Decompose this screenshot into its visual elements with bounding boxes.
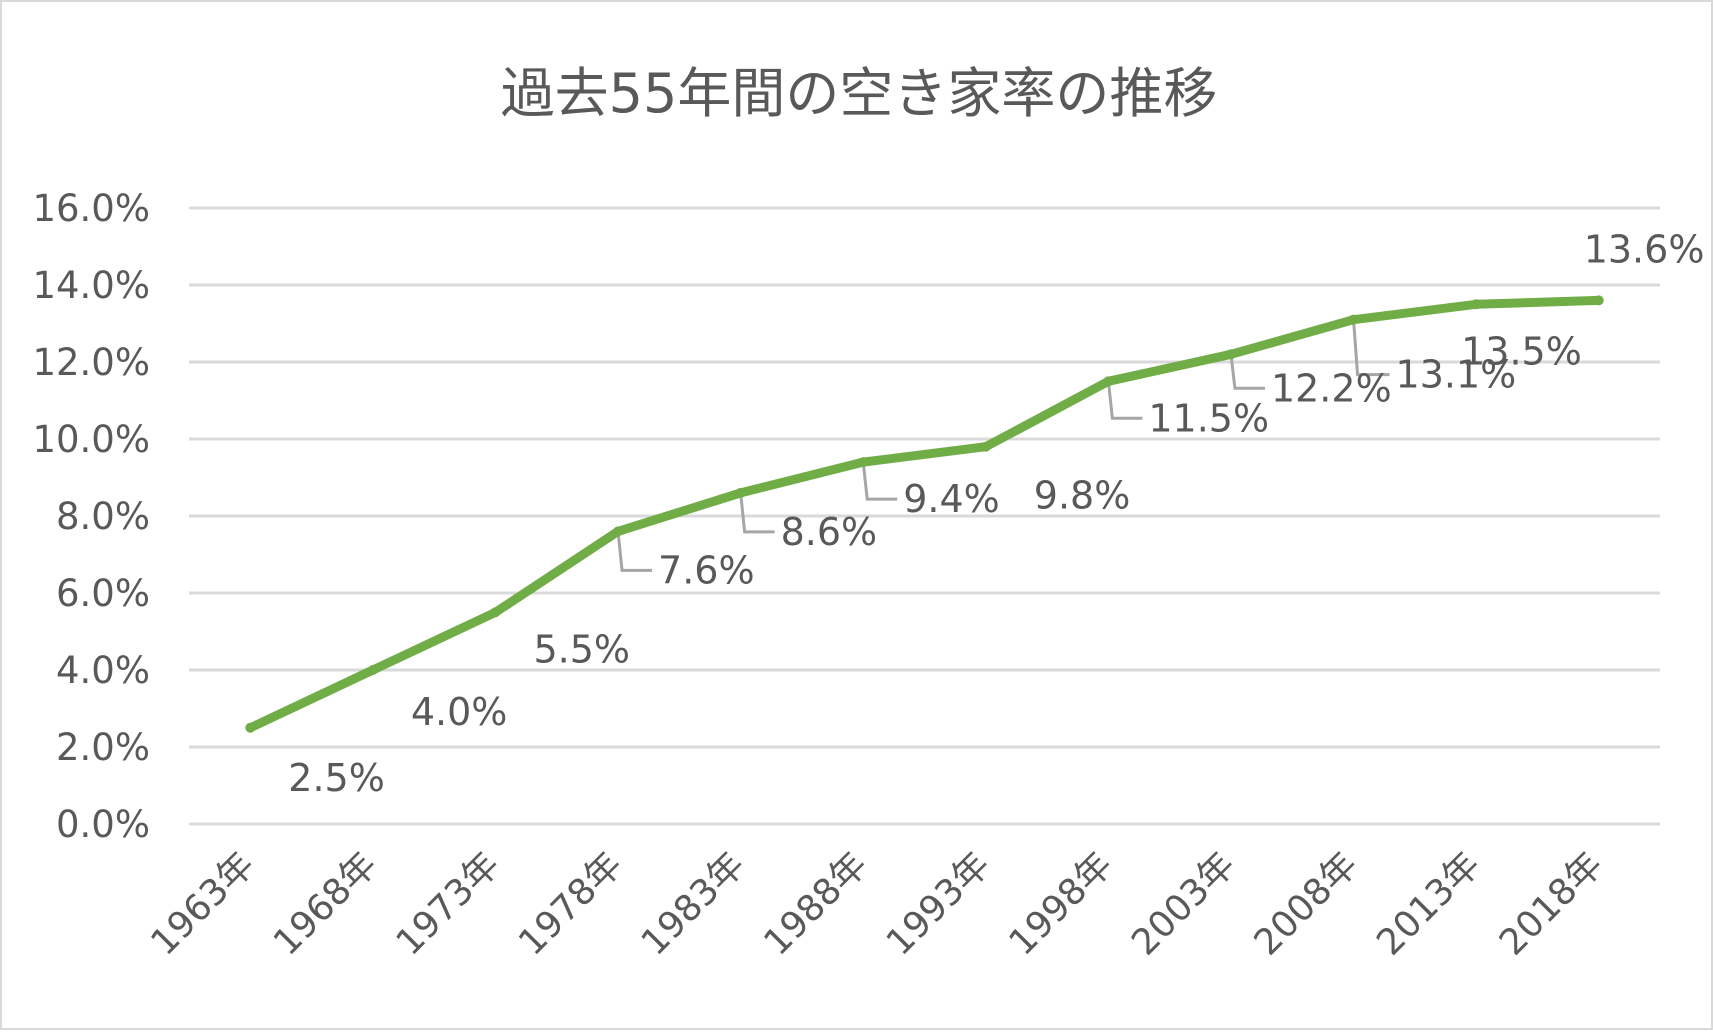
data-point bbox=[1593, 295, 1604, 306]
leader-line bbox=[861, 461, 898, 501]
data-point bbox=[735, 487, 746, 498]
data-point bbox=[367, 665, 378, 675]
y-tick-label: 0.0% bbox=[56, 803, 150, 846]
chart-title: 過去55年間の空き家率の推移 bbox=[501, 62, 1218, 125]
data-label: 5.5% bbox=[533, 627, 630, 671]
x-tick-label: 1998年 bbox=[1002, 844, 1121, 963]
y-tick-label: 6.0% bbox=[56, 572, 150, 615]
data-label: 2.5% bbox=[288, 756, 385, 800]
data-point bbox=[490, 607, 501, 618]
data-label: 13.5% bbox=[1461, 329, 1582, 373]
data-point bbox=[1225, 349, 1236, 360]
x-axis-tick-labels: 1963年 1968年 1973年 1978年 1983年 1988年 1993年 1998年… bbox=[143, 844, 1611, 963]
data-label: 7.6% bbox=[658, 548, 755, 592]
x-tick-label: 2013年 bbox=[1369, 844, 1488, 963]
data-label: 13.1% bbox=[1396, 353, 1517, 397]
data-label: 13.6% bbox=[1584, 227, 1705, 271]
y-tick-label: 10.0% bbox=[32, 418, 150, 461]
leader-line bbox=[739, 492, 775, 534]
data-point bbox=[1348, 314, 1359, 325]
leader-line bbox=[1352, 319, 1390, 377]
data-point bbox=[1471, 299, 1482, 310]
x-tick-label: 1983年 bbox=[634, 844, 753, 963]
data-labels: 2.5%4.0%5.5%7.6%8.6%9.4% 9.8%11.5%12.2% 13… bbox=[288, 227, 1704, 799]
x-tick-label: 1993年 bbox=[879, 844, 998, 963]
x-tick-label: 1963年 bbox=[143, 844, 262, 963]
data-point bbox=[858, 457, 869, 468]
leader-line bbox=[1229, 354, 1265, 390]
y-axis-tick-labels: 0.0% 2.0% 4.0% 6.0% 8.0% 10.0% 12.0% 14.0% 16.0% bbox=[32, 187, 150, 846]
data-point bbox=[245, 722, 256, 733]
y-tick-label: 4.0% bbox=[56, 649, 150, 692]
x-tick-label: 1973年 bbox=[389, 844, 508, 963]
leader-line bbox=[616, 531, 653, 572]
data-label: 8.6% bbox=[781, 510, 878, 554]
data-point bbox=[1103, 376, 1114, 387]
y-tick-label: 8.0% bbox=[56, 495, 150, 538]
x-tick-label: 1988年 bbox=[756, 844, 875, 963]
y-tick-label: 16.0% bbox=[32, 187, 150, 230]
x-tick-label: 2003年 bbox=[1124, 844, 1243, 963]
data-label: 9.8% bbox=[1034, 474, 1131, 518]
series-line bbox=[245, 295, 1604, 733]
y-tick-label: 14.0% bbox=[32, 264, 150, 307]
data-label-leader-lines bbox=[616, 319, 1390, 572]
data-label: 12.2% bbox=[1271, 366, 1392, 410]
leader-line bbox=[1106, 381, 1143, 420]
x-tick-label: 2018年 bbox=[1492, 844, 1611, 963]
y-tick-label: 2.0% bbox=[56, 726, 150, 769]
y-tick-label: 12.0% bbox=[32, 341, 150, 384]
data-series bbox=[245, 295, 1604, 733]
data-label: 9.4% bbox=[903, 477, 1000, 521]
gridlines bbox=[189, 206, 1660, 826]
x-tick-label: 2008年 bbox=[1247, 844, 1366, 963]
data-label: 4.0% bbox=[411, 690, 508, 734]
data-point bbox=[613, 526, 624, 537]
data-label: 11.5% bbox=[1148, 396, 1269, 440]
x-tick-label: 1978年 bbox=[511, 844, 630, 963]
x-tick-label: 1968年 bbox=[266, 844, 385, 963]
data-point bbox=[980, 441, 991, 452]
